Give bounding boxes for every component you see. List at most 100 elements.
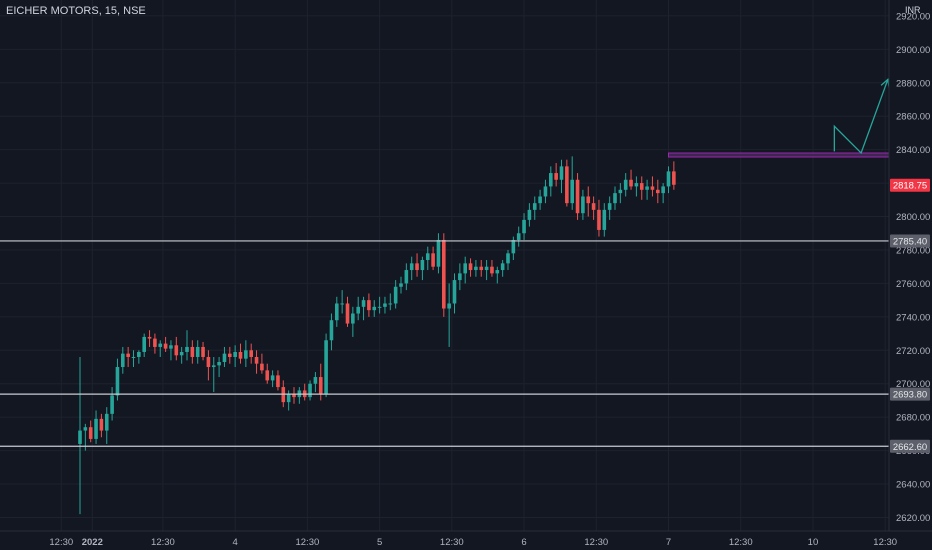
candle-body	[137, 351, 141, 357]
candle-body	[126, 353, 130, 357]
time-tick-label: 12:30	[295, 537, 319, 548]
candle-body	[244, 350, 248, 359]
level-price-tag	[890, 387, 930, 401]
candle-body	[222, 353, 227, 363]
candle-body	[645, 186, 649, 190]
candle-body	[522, 219, 526, 234]
candle-body	[233, 351, 237, 357]
candle-body	[324, 340, 328, 394]
candle-body	[495, 270, 500, 274]
candle-body	[650, 186, 655, 190]
candle-body	[104, 413, 109, 431]
price-tick-label: 2800.00	[896, 212, 930, 223]
candle-body	[661, 186, 665, 194]
candle-body	[361, 300, 366, 307]
price-tick-label: 2700.00	[896, 379, 930, 390]
candle-body	[249, 350, 253, 357]
level-price-label: 2662.60	[893, 442, 927, 453]
candle-body	[335, 303, 339, 321]
candle-body	[286, 393, 291, 403]
candle-body	[260, 363, 264, 371]
time-tick-label: 4	[233, 537, 238, 548]
candle-body	[217, 362, 221, 366]
candle-body	[613, 193, 617, 204]
price-tick-label: 2840.00	[896, 145, 930, 156]
time-tick-label: 12:30	[729, 537, 753, 548]
candle-body	[393, 286, 398, 304]
level-price-label: 2693.80	[893, 390, 927, 401]
candle-body	[591, 203, 596, 210]
time-axis-background[interactable]	[0, 531, 932, 550]
time-tick-label: 12:30	[873, 537, 897, 548]
grid	[0, 0, 889, 531]
candle-body	[666, 171, 671, 187]
time-tick-label: 12:30	[584, 537, 608, 548]
candles	[78, 156, 676, 515]
candle-body	[158, 343, 163, 347]
candle-body	[195, 346, 200, 357]
drawings[interactable]	[668, 152, 905, 158]
time-axis[interactable]: 12:30 2022 12:30 4 12:30 5 12:30 6 12:30 7 12:30 10…	[49, 537, 932, 548]
candle-body	[372, 306, 377, 311]
candle-body	[340, 303, 344, 305]
price-tick-label: 2620.00	[896, 513, 930, 524]
level-price-label: 2785.40	[893, 236, 927, 247]
candle-body	[404, 270, 409, 284]
candle-body	[329, 320, 334, 341]
candle-body	[190, 346, 195, 357]
time-tick-label: 5	[377, 537, 382, 548]
candle-body	[351, 313, 355, 324]
candle-body	[500, 263, 505, 271]
candle-body	[415, 263, 419, 271]
level-price-tag	[890, 439, 930, 453]
candle-body	[409, 263, 414, 271]
candle-body	[78, 430, 82, 444]
candle-body	[549, 173, 553, 187]
price-tick-label: 2720.00	[896, 346, 930, 357]
candle-body	[185, 346, 189, 352]
resistance-zone-rectangle[interactable]	[668, 152, 905, 158]
candle-body	[94, 418, 98, 439]
candle-body	[629, 179, 633, 187]
candle-body	[425, 253, 430, 261]
candle-body	[153, 338, 157, 347]
candle-body	[570, 179, 574, 204]
candle-body	[565, 166, 569, 204]
candle-body	[383, 303, 387, 307]
candle-body	[169, 345, 173, 349]
candle-body	[110, 395, 114, 414]
candle-body	[559, 166, 564, 180]
candle-body	[597, 209, 601, 230]
candle-body	[174, 345, 179, 356]
candle-body	[201, 346, 205, 357]
candle-body	[634, 183, 639, 187]
candle-body	[420, 260, 425, 271]
candle-body	[618, 189, 623, 194]
candle-body	[276, 375, 280, 388]
candle-body	[490, 266, 494, 274]
time-tick-label: 12:30	[151, 537, 175, 548]
candle-body	[586, 196, 591, 204]
time-tick-label: 7	[666, 537, 671, 548]
candle-body	[442, 239, 446, 309]
price-tick-label: 2880.00	[896, 78, 930, 89]
candle-body	[356, 306, 360, 314]
price-tick-label: 2680.00	[896, 413, 930, 424]
candle-body	[602, 209, 607, 230]
symbol-title: EICHER MOTORS, 15, NSE	[6, 5, 146, 17]
candle-body	[543, 186, 548, 197]
projection-arrow-path[interactable]	[833, 79, 889, 155]
horizontal-levels[interactable]	[0, 240, 889, 447]
price-tick-label: 2920.00	[896, 11, 930, 22]
candle-body	[581, 196, 585, 214]
candle-body	[554, 173, 558, 180]
candle-body	[228, 353, 232, 357]
candle-body	[292, 393, 296, 398]
candle-body	[206, 356, 211, 368]
candle-body	[436, 239, 441, 267]
candle-body	[345, 303, 350, 324]
candle-body	[474, 266, 478, 271]
